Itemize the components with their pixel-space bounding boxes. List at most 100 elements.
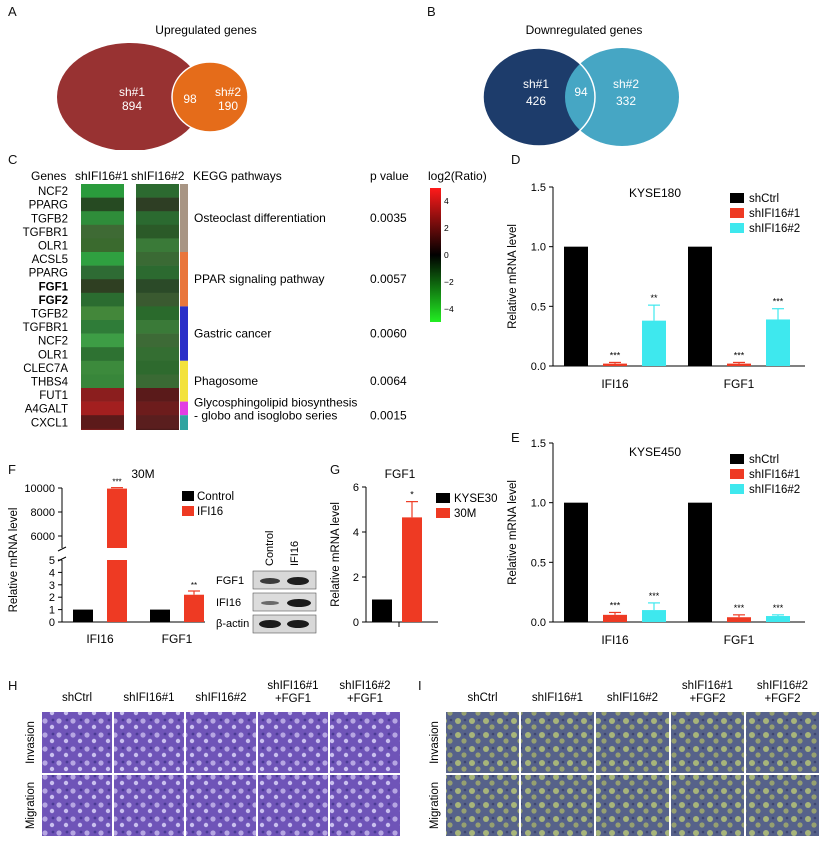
y-tick-label: 0.0: [531, 617, 546, 629]
pathway-name-cont: - globo and isoglobo series: [194, 408, 337, 422]
heatmap-kegg-header: KEGG pathways: [193, 169, 282, 183]
heatmap-gene-label: NCF2: [38, 336, 68, 348]
legend-swatch: [730, 469, 744, 479]
column-label: +FGF1: [275, 693, 311, 705]
significance-label: ***: [734, 350, 745, 360]
heatmap-gene-label: OLR1: [38, 349, 68, 361]
bar-shifi16-2: [642, 320, 666, 366]
pathway-name: Gastric cancer: [194, 327, 271, 341]
legend-swatch: [730, 484, 744, 494]
y-tick-label: 1.5: [531, 182, 546, 194]
bar-shifi16-2: [642, 610, 666, 622]
micrograph-migration-tile: [258, 775, 328, 836]
venn-up-left-circle: [57, 43, 203, 150]
pathway-name: PPAR signaling pathway: [194, 272, 325, 286]
panel-label-a: A: [8, 4, 17, 19]
y-axis-label: Relative mRNA level: [8, 508, 20, 613]
significance-label: ***: [610, 350, 621, 360]
heatmap-color-legend: [430, 188, 441, 322]
significance-label: ***: [773, 297, 784, 307]
bar-chart-fgf1: 0 2 4 6 Relative mRNA level FGF1 KYSE30 * 30M: [330, 467, 497, 629]
y-tick-label: 0.0: [531, 361, 546, 373]
heatmap-cell: [81, 265, 124, 280]
pathway-name: Osteoclast differentiation: [194, 211, 326, 225]
venn-down-outline: [482, 47, 596, 147]
legend-label: Control: [197, 491, 234, 503]
chart-title: KYSE450: [629, 445, 681, 459]
chart-title: KYSE180: [629, 186, 681, 200]
significance-label: ***: [734, 603, 745, 613]
heatmap-cell: [136, 292, 179, 307]
heatmap-gene-label: A4GALT: [25, 404, 68, 416]
transwell-panel-fgf1: shCtrl shIFI16#1 shIFI16#2shIFI16#1+FGF1sh…: [25, 680, 400, 836]
panel-label-d: D: [511, 152, 521, 167]
micrograph-migration-tile: [746, 775, 819, 836]
heatmap-cell: [136, 388, 179, 402]
row-label: Invasion: [25, 721, 37, 764]
heatmap-cell: [81, 360, 124, 375]
legend-swatch: [182, 491, 194, 501]
y-axis-label: Relative mRNA level: [330, 502, 342, 607]
panel-label-h: H: [8, 678, 18, 693]
legend-label: KYSE30: [454, 493, 497, 505]
legend-tick-label: 2: [444, 223, 449, 233]
heatmap-gene-label: FGF1: [39, 281, 69, 293]
heatmap-cell: [81, 306, 124, 321]
heatmap-gene-label: FGF2: [39, 295, 68, 307]
heatmap-cell: [136, 374, 179, 389]
micrograph-invasion-tile: [42, 712, 112, 773]
axis-break-mark: [57, 546, 67, 552]
pathway-p-value: 0.0054: [370, 429, 407, 430]
western-blot: Control IFI16 FGF1 IFI16 β-actin: [216, 531, 317, 634]
legend-tick-label: 0: [444, 250, 449, 260]
legend-swatch: [436, 508, 450, 518]
x-category-label: FGF1: [724, 377, 755, 391]
legend-swatch: [730, 208, 744, 218]
venn-down-right-label: sh#2: [613, 77, 639, 91]
bar-control: [73, 609, 93, 622]
bar-ifi16-upper: [107, 488, 127, 548]
y-tick-label: 1.0: [531, 242, 546, 254]
y-tick-label: 6000: [31, 531, 55, 543]
significance-label: ***: [112, 478, 121, 487]
significance-label: ***: [649, 591, 660, 601]
heatmap-cell: [81, 224, 124, 239]
bar-shctrl: [564, 502, 588, 622]
heatmap-cell: [136, 428, 179, 430]
pathway-p-value: 0.0015: [370, 408, 407, 422]
y-tick-label: 4: [353, 527, 359, 539]
column-label: shIFI16#1: [682, 680, 733, 692]
heatmap-gene-label: NCF2: [38, 186, 68, 198]
row-label: Migration: [429, 782, 441, 829]
legend-swatch: [730, 193, 744, 203]
column-label: shIFI16#2: [195, 692, 246, 704]
pathway-p-value: 0.0064: [370, 374, 407, 388]
venn-up-right-circle: [171, 61, 249, 133]
wb-band: [287, 577, 309, 585]
heatmap-gene-label: TGFB2: [31, 309, 68, 321]
wb-lane-ifi16: IFI16: [289, 541, 301, 566]
pathway-color-bar: [180, 184, 188, 252]
bar-control: [150, 609, 170, 622]
column-label: shIFI16#2: [607, 692, 658, 704]
heatmap-cell: [81, 238, 124, 253]
venn-down-left-label: sh#1: [523, 77, 549, 91]
pathway-color-bar: [180, 360, 188, 402]
legend-tick-label: −2: [444, 277, 454, 287]
y-tick-label: 3: [49, 580, 55, 592]
heatmap-gene-label: ACSL5: [32, 254, 68, 266]
micrograph-migration-tile: [596, 775, 669, 836]
row-label: Migration: [25, 782, 37, 829]
micrograph-invasion-tile: [746, 712, 819, 773]
heatmap-gene-label: OLR1: [38, 241, 68, 253]
bar-shifi16-1: [603, 614, 627, 622]
heatmap-gene-label: CXCL1: [31, 417, 68, 429]
y-tick-label: 2: [353, 572, 359, 584]
bar-ifi16: [184, 594, 204, 622]
venn-down-overlap-value: 94: [574, 85, 588, 99]
heatmap-cell: [136, 415, 179, 430]
micrograph-migration-tile: [42, 775, 112, 836]
column-label: +FGF2: [764, 693, 800, 705]
legend-swatch: [730, 454, 744, 464]
chart-title: FGF1: [385, 467, 416, 481]
